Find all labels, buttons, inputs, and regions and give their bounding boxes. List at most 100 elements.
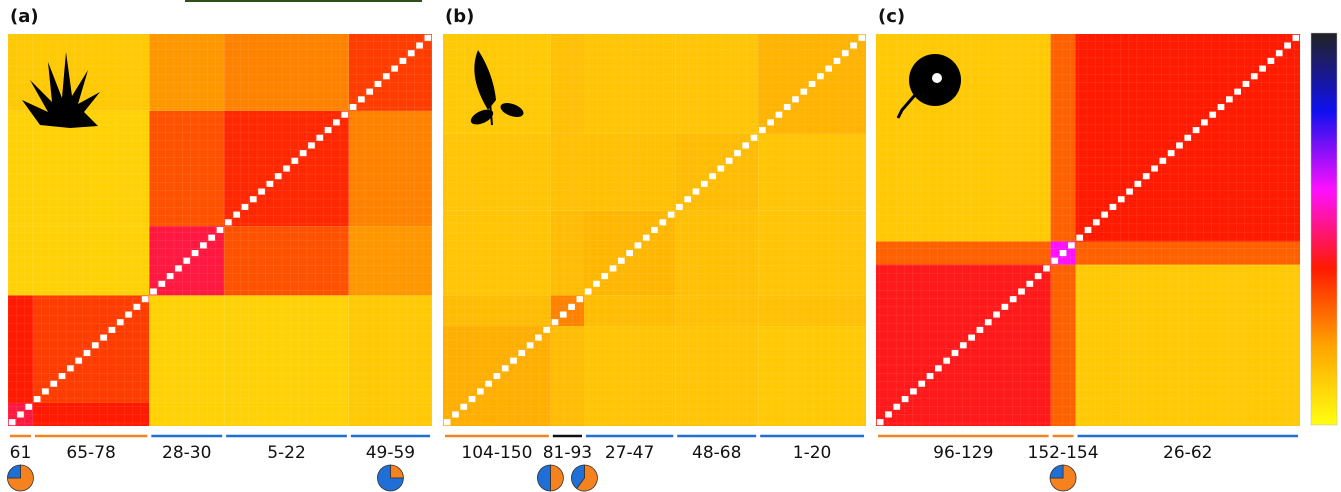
plant-icon-a [22, 52, 100, 128]
diagonal-cell [357, 96, 365, 103]
diagonal-cell [1275, 50, 1283, 57]
diagonal-cell [374, 80, 382, 88]
diagonal-cell [1034, 273, 1042, 280]
diagonal-cell [510, 357, 517, 364]
diagonal-cell [399, 57, 407, 64]
diagonal-cell [926, 372, 934, 380]
diagonal-cell [125, 311, 132, 318]
diagonal-cell [291, 157, 299, 164]
diagonal-cell [901, 396, 909, 403]
diagonal-cell [617, 257, 625, 264]
diagonal-cell [1184, 134, 1192, 141]
diagonal-cell [934, 365, 942, 372]
diagonal-cell [8, 419, 16, 426]
cluster-label: 65-78 [66, 443, 115, 463]
diagonal-cell [551, 319, 559, 326]
diagonal-cell [1101, 211, 1108, 218]
diagonal-cell [800, 88, 808, 95]
diagonal-cell [1134, 180, 1142, 187]
diagonal-cell [200, 242, 207, 249]
diagonal-cell [535, 334, 542, 341]
diagonal-cell [667, 211, 675, 218]
plant-icon-b [470, 50, 524, 126]
diagonal-cell [468, 396, 476, 403]
diagonal-cell [341, 111, 349, 118]
diagonal-cell [424, 34, 432, 41]
pie-wedge [390, 464, 404, 479]
diagonal-cell [116, 319, 124, 326]
diagonal-cell [559, 311, 567, 318]
diagonal-cell [609, 265, 617, 272]
diagonal-cell [1109, 203, 1117, 210]
diagonal-cell [382, 73, 390, 80]
diagonal-cell [1167, 150, 1175, 157]
pie-wedge [377, 464, 404, 492]
diagonal-cell [676, 203, 683, 210]
diagonal-cell [910, 388, 917, 395]
diagonal-cell [709, 173, 716, 180]
diagonal-cell [133, 303, 141, 310]
diagonal-cell [984, 319, 992, 326]
diagonal-cell [1217, 103, 1225, 111]
diagonal-cell [700, 180, 708, 187]
diagonal-cell [593, 280, 600, 287]
diagonal-cell [825, 65, 833, 72]
cluster-label: 61 [10, 443, 32, 463]
diagonal-cell [333, 119, 340, 126]
diagonal-cell [50, 380, 58, 387]
diagonal-cell [224, 219, 232, 226]
diagonal-cell [274, 173, 282, 180]
diagonal-cell [108, 326, 116, 333]
diagonal-cell [858, 34, 866, 41]
diagonal-cell [416, 42, 423, 49]
diagonal-cell [1026, 280, 1034, 287]
diagonal-cell [659, 219, 667, 226]
diagonal-cell [775, 111, 783, 118]
diagonal-cell [493, 372, 501, 380]
diagonal-cell [1267, 57, 1275, 64]
diagonal-cell [1117, 196, 1125, 203]
diagonal-cell [208, 234, 216, 241]
pie-wedge [537, 464, 551, 492]
diagonal-cell [485, 380, 492, 387]
diagonal-cell [1176, 142, 1183, 149]
pie-wedge [571, 464, 585, 490]
diagonal-cell [58, 372, 66, 380]
diagonal-cell [1284, 42, 1291, 49]
diagonal-cell [460, 403, 468, 410]
diagonal-cell [893, 403, 901, 410]
diagonal-cell [1225, 96, 1233, 103]
diagonal-cell [1043, 265, 1050, 272]
plant-icon-c [896, 54, 961, 119]
diagonal-cell [249, 196, 257, 203]
diagonal-cell [1092, 219, 1100, 226]
diagonal-cell [692, 188, 700, 195]
diagonal-cell [918, 380, 926, 387]
diagonal-cell [1250, 73, 1258, 80]
cluster-label: 27-47 [605, 443, 654, 463]
diagonal-cell [349, 103, 357, 111]
diagonal-cell [518, 349, 526, 357]
cluster-label: 104-150 [461, 443, 532, 463]
diagonal-cell [717, 165, 725, 172]
diagonal-cell [366, 88, 374, 95]
cluster-label: 81-93 [543, 443, 592, 463]
diagonal-cell [25, 403, 33, 410]
diagonal-cell [1142, 173, 1150, 180]
diagonal-cell [1009, 296, 1017, 303]
diagonal-cell [1084, 226, 1092, 234]
diagonal-cell [407, 50, 415, 57]
pie-wedge [1049, 464, 1064, 479]
diagonal-cell [576, 296, 584, 303]
diagonal-cell [299, 150, 307, 157]
panel-title: (b) [445, 6, 474, 27]
diagonal-cell [568, 303, 575, 310]
panel-title: (c) [878, 6, 905, 27]
diagonal-cell [817, 73, 824, 80]
diagonal-cell [1292, 34, 1300, 41]
diagonal-cell [1076, 234, 1084, 241]
diagonal-cell [216, 226, 224, 234]
diagonal-cell [959, 342, 967, 349]
